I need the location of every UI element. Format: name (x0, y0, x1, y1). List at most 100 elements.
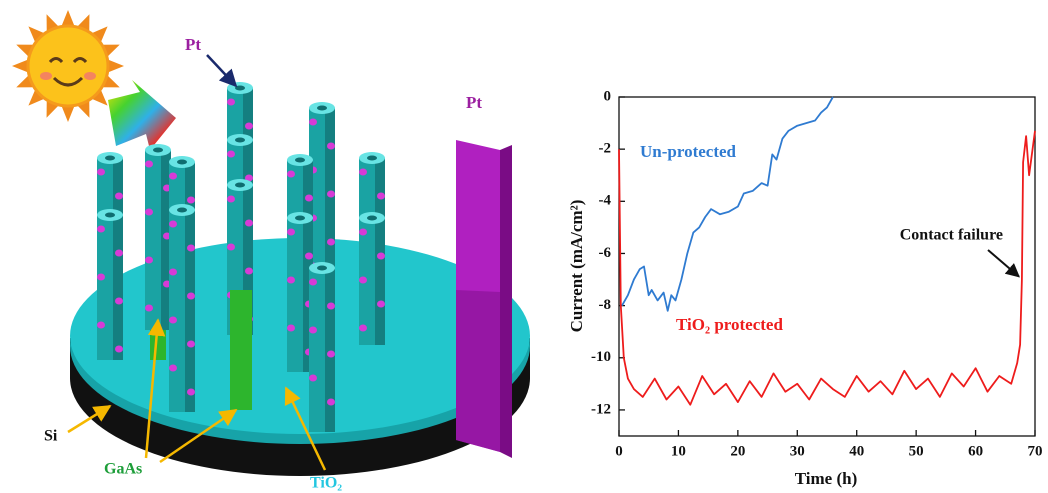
pt-particle (327, 351, 335, 358)
pt-particle (245, 268, 253, 275)
pt-particle (187, 389, 195, 396)
pt-particle (287, 229, 295, 236)
pt-particle (115, 346, 123, 353)
y-axis-label: Current (mA/cm²) (567, 200, 586, 333)
pt-particle (115, 193, 123, 200)
pt-particle (359, 277, 367, 284)
sun-cheek (84, 72, 96, 80)
x-axis-label: Time (h) (795, 469, 858, 488)
pt-particle (359, 325, 367, 332)
pt-particle (145, 305, 153, 312)
x-tick-label: 60 (968, 443, 983, 459)
y-tick-label: -10 (591, 349, 611, 365)
nanowire-hole (235, 138, 245, 143)
pt-particle (327, 239, 335, 246)
pt-particle (359, 229, 367, 236)
pt-particle (309, 375, 317, 382)
y-tick-label: -4 (599, 193, 612, 209)
pt-electrode-side (500, 145, 512, 458)
pt-particle (227, 244, 235, 251)
pt-particle (309, 119, 317, 126)
pt-particle (287, 171, 295, 178)
nanowire-hole (367, 156, 377, 161)
y-tick-label: -2 (599, 141, 612, 157)
pt-particle (227, 99, 235, 106)
y-tick-label: -8 (599, 297, 612, 313)
pt-particle (327, 399, 335, 406)
pt-electrode-shade (456, 290, 500, 452)
pt-label: Pt (185, 35, 201, 54)
sun-cheek (40, 72, 52, 80)
si-label: Si (44, 428, 58, 445)
schematic: Pt Pt Si GaAs TiO₂ (12, 10, 530, 492)
light-arrow (108, 80, 176, 150)
x-tick-label: 50 (909, 443, 924, 459)
pt-particle (287, 277, 295, 284)
pt-particle (305, 253, 313, 260)
y-tick-label: 0 (604, 88, 612, 104)
pt-particle (287, 325, 295, 332)
pt-particle (97, 169, 105, 176)
pt-particle (169, 317, 177, 324)
pt-particle (115, 298, 123, 305)
pt-particle (145, 257, 153, 264)
pt-particle (309, 327, 317, 334)
pt-particle (227, 151, 235, 158)
nanowire-hole (317, 106, 327, 111)
x-tick-label: 10 (671, 443, 686, 459)
nanowire-shade (325, 268, 335, 432)
pt-particle (145, 209, 153, 216)
nanowire-hole (295, 158, 305, 163)
pt-particle (245, 220, 253, 227)
nanowire-hole (153, 148, 163, 153)
sun (12, 10, 124, 122)
pt-particle (169, 173, 177, 180)
pt-particle (377, 193, 385, 200)
nanowire-hole (367, 216, 377, 221)
pt-particle (327, 143, 335, 150)
y-tick-label: -12 (591, 401, 611, 417)
gaas-label: GaAs (104, 461, 142, 478)
pt-particle (327, 303, 335, 310)
pt-particle (327, 191, 335, 198)
pt-particle (359, 169, 367, 176)
pt-particle (187, 197, 195, 204)
x-tick-label: 40 (849, 443, 864, 459)
pt-particle (115, 250, 123, 257)
pt-particle (309, 279, 317, 286)
pt-particle (187, 341, 195, 348)
series-label: Un-protected (640, 142, 737, 161)
pt-particle (97, 322, 105, 329)
pointer-arrow (207, 55, 236, 86)
pt-particle (145, 161, 153, 168)
pt-particle (187, 245, 195, 252)
nanowire-shade (113, 215, 123, 360)
pt-particle (169, 365, 177, 372)
pt-particle (245, 123, 253, 130)
nanowire-shade (375, 218, 385, 345)
figure: Pt Pt Si GaAs TiO₂ Time (h) Current (mA/… (0, 0, 1048, 493)
x-tick-label: 0 (615, 443, 623, 459)
nanowire-hole (235, 86, 245, 91)
series-line (619, 131, 1035, 405)
pt-particle (377, 253, 385, 260)
pt-electrode-label: Pt (466, 93, 482, 112)
x-tick-label: 30 (790, 443, 805, 459)
x-tick-label: 20 (730, 443, 745, 459)
y-tick-label: -6 (599, 245, 612, 261)
series-line (622, 97, 833, 311)
pt-particle (227, 196, 235, 203)
nanowire-hole (235, 183, 245, 188)
nanowire-hole (105, 213, 115, 218)
annotation-arrow (988, 250, 1019, 277)
nanowire-hole (177, 160, 187, 165)
pt-particle (97, 274, 105, 281)
pt-particle (169, 221, 177, 228)
nanowire-hole (105, 156, 115, 161)
gaas-core (230, 290, 252, 410)
pt-particle (305, 195, 313, 202)
sun-face (28, 26, 108, 106)
nanowire-hole (295, 216, 305, 221)
nanowire-hole (177, 208, 187, 213)
